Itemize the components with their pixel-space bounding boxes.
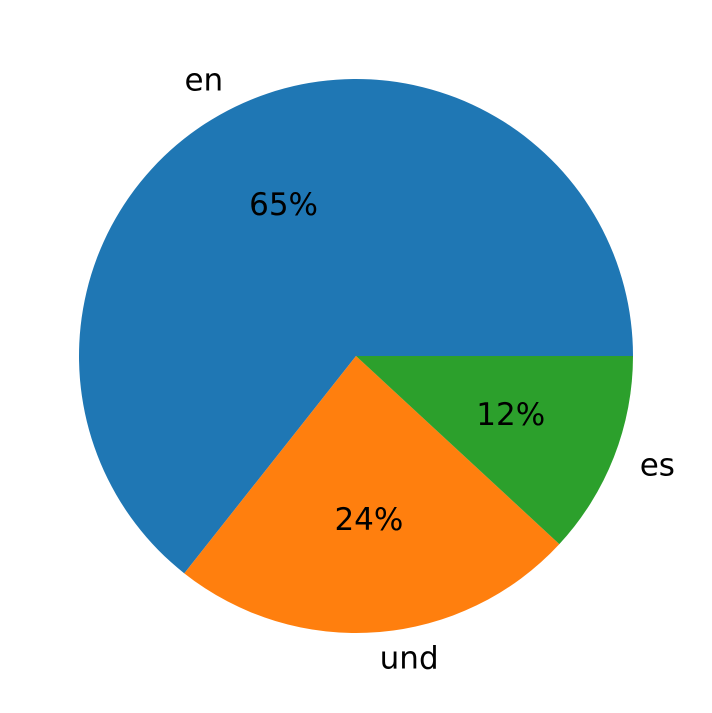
pie-slice [78, 78, 633, 574]
pie-slice [356, 356, 633, 545]
slice-label: en [184, 62, 223, 98]
value-label: 12% [476, 397, 545, 433]
pie-slice [184, 356, 560, 633]
value-label: 65% [249, 187, 318, 223]
slice-label: es [640, 448, 675, 484]
value-label: 24% [334, 502, 403, 538]
slice-label: und [380, 640, 439, 676]
